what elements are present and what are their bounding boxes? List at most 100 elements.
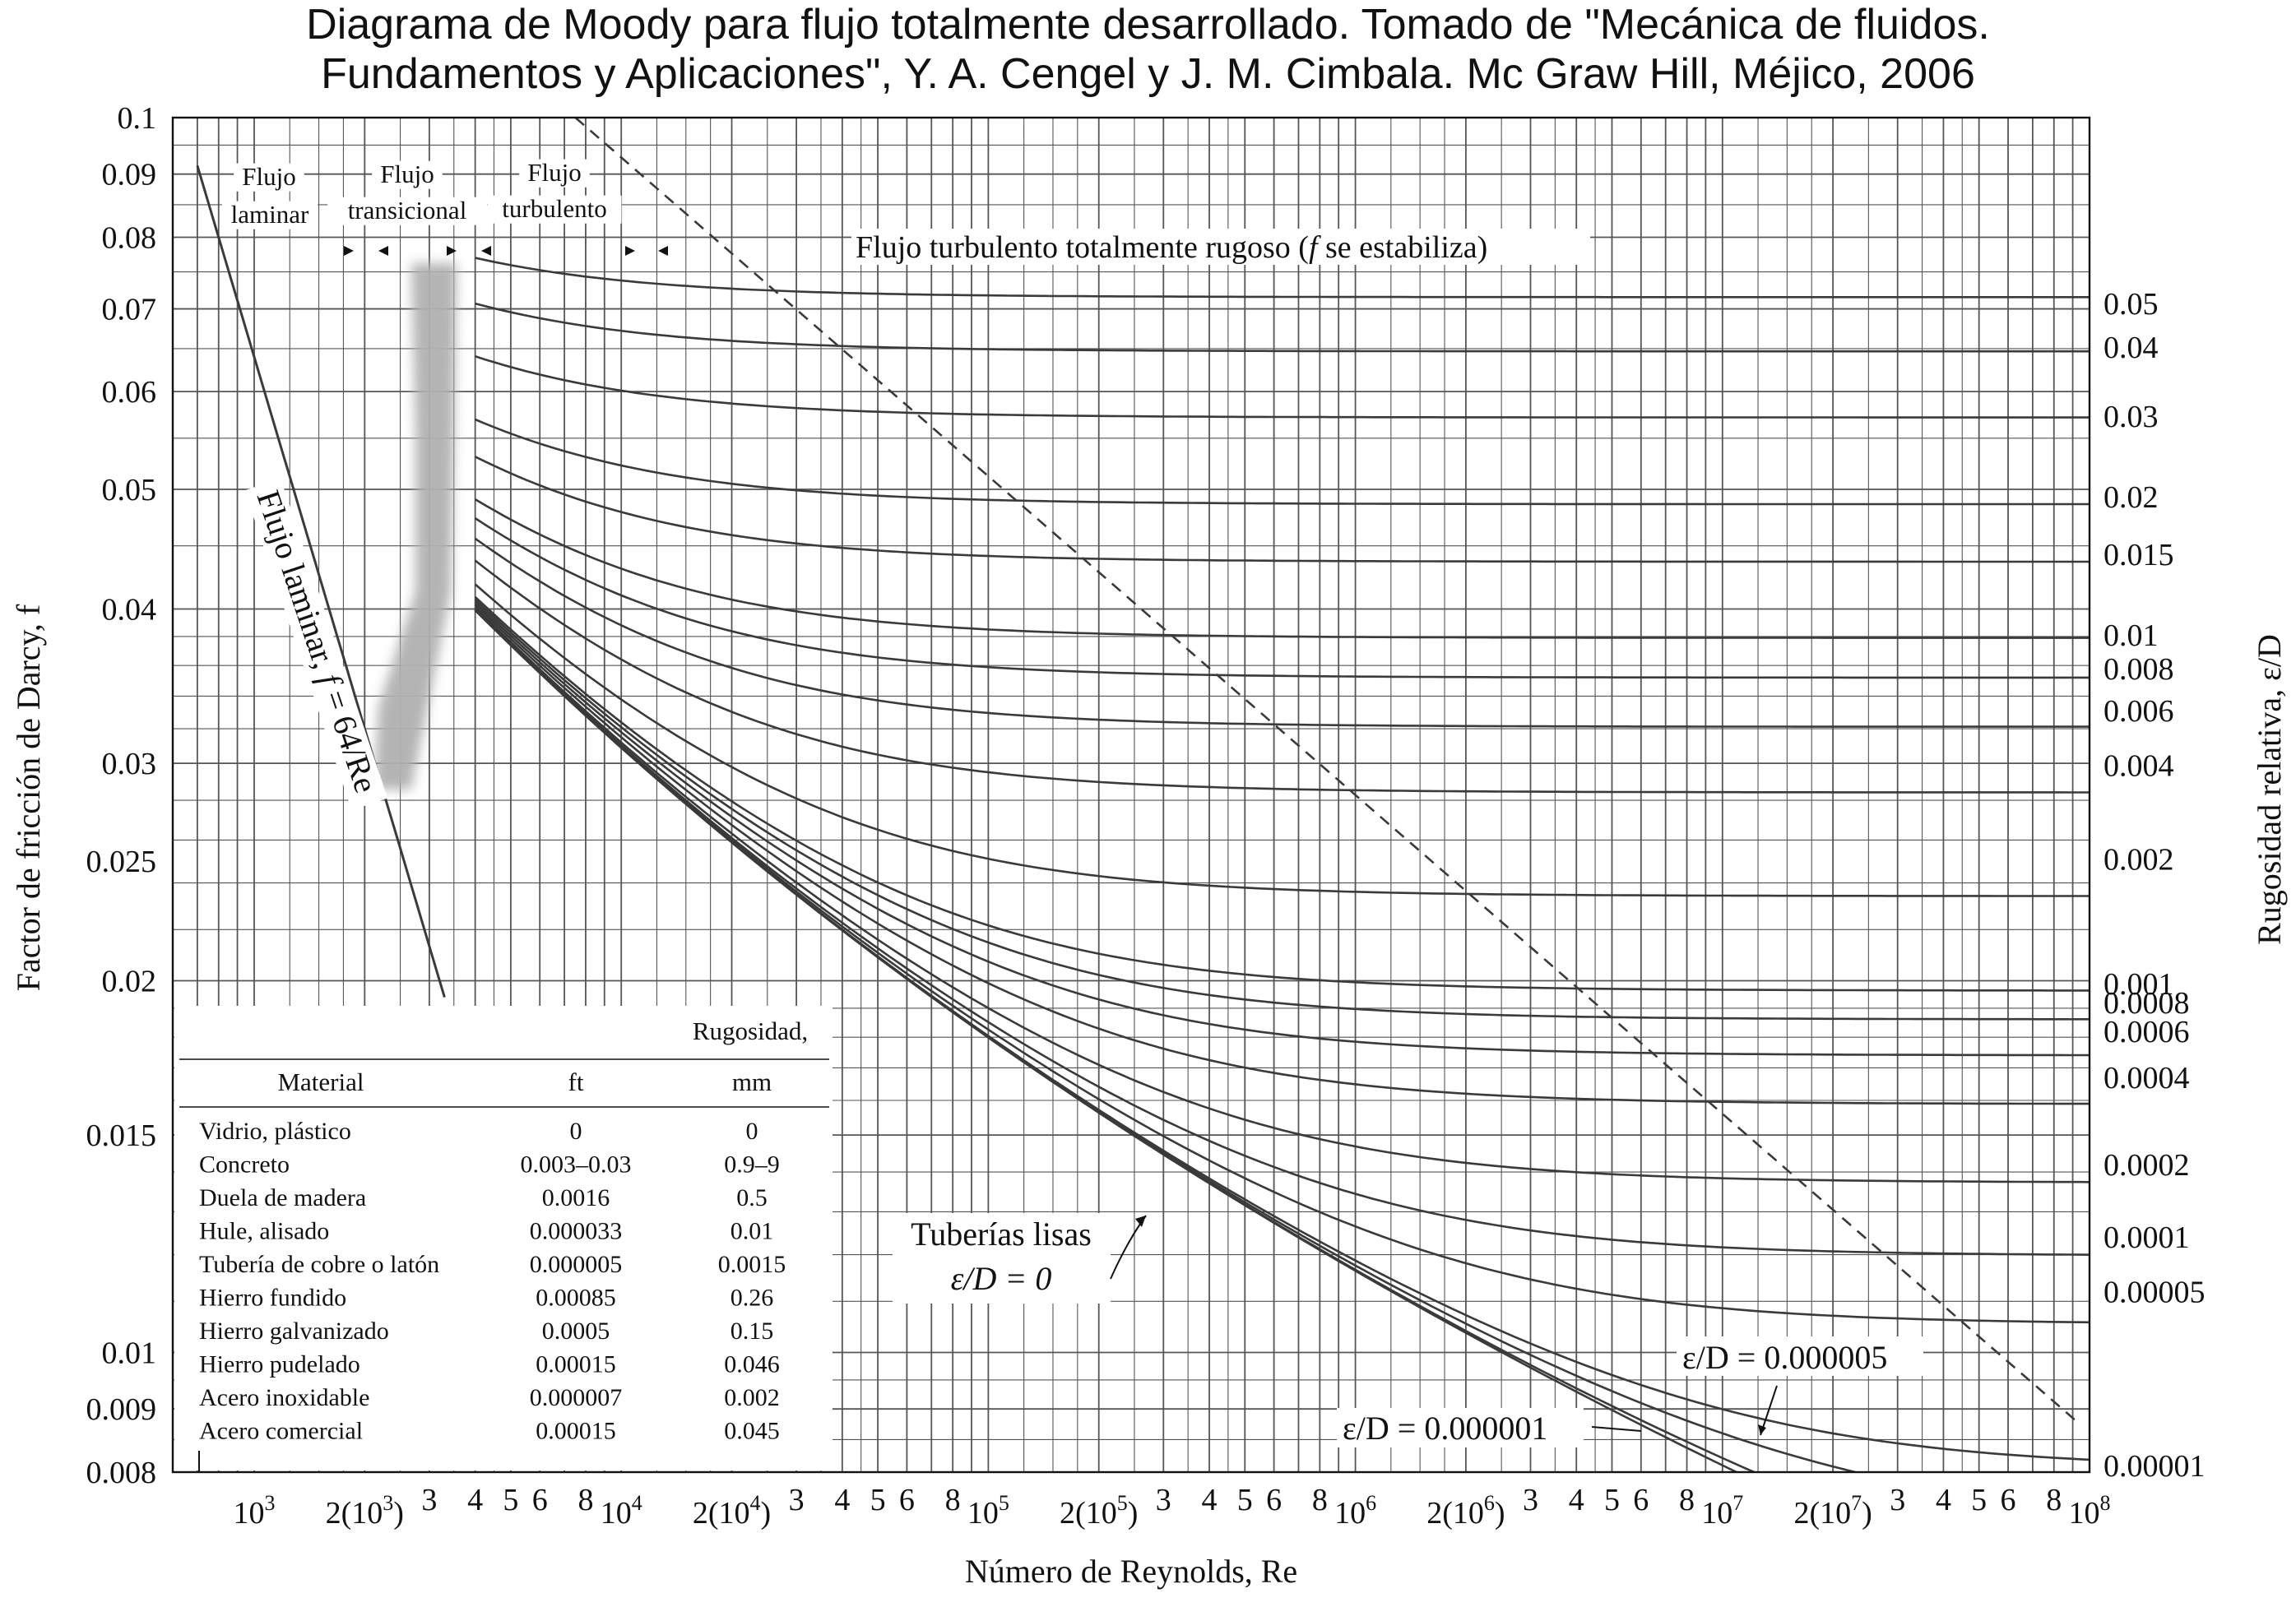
axis-ticks: 0.10.090.080.070.060.050.040.030.0250.02… xyxy=(10,101,2288,1590)
x-tick-label: 108 xyxy=(2069,1491,2111,1531)
smooth-pipes-label-bg xyxy=(893,1213,1111,1304)
right-axis-roughness-label: 0.00005 xyxy=(2104,1276,2206,1310)
table-header-ft: ft xyxy=(568,1067,584,1096)
roughness-curve-0_0001 xyxy=(474,608,2090,1256)
table-cell-mm: 0.15 xyxy=(731,1318,774,1345)
roughness-curve-0_00005 xyxy=(474,609,2090,1324)
x-tick-label: 2(105) xyxy=(1060,1491,1138,1531)
region-label-laminar-2: laminar xyxy=(231,200,309,229)
plot-border xyxy=(171,116,2091,1474)
curves xyxy=(196,118,2090,1472)
region-boundary-arrow xyxy=(344,246,354,256)
fully-rough-label-bg xyxy=(851,229,1590,265)
x-tick-label: 3 xyxy=(1890,1483,1905,1517)
y-tick-label: 0.05 xyxy=(102,473,157,507)
y-tick-label: 0.025 xyxy=(86,845,157,879)
laminar-line-label-group: Flujo laminar, f = 64/Re xyxy=(244,478,388,811)
right-axis-roughness-label: 0.002 xyxy=(2104,842,2174,877)
y2-axis-title: Rugosidad relativa, ε/D xyxy=(2251,634,2288,945)
x-tick-label: 5 xyxy=(1237,1483,1253,1517)
eps-000005-arrowhead xyxy=(1758,1424,1766,1435)
y-tick-label: 0.008 xyxy=(86,1456,157,1490)
right-axis-roughness-label: 0.02 xyxy=(2104,480,2159,515)
region-label-laminar-1-bg xyxy=(234,163,304,192)
y-tick-label: 0.04 xyxy=(102,593,157,628)
roughness-curve-0_002 xyxy=(474,583,2090,897)
table-cell-mm: 0.01 xyxy=(731,1218,774,1245)
x-tick-label: 2(107) xyxy=(1793,1491,1872,1531)
table-cell-mm: 0.26 xyxy=(731,1285,774,1312)
transition-shading xyxy=(374,263,457,790)
region-boundary-arrow xyxy=(658,246,668,256)
table-cell-mm: 0 xyxy=(746,1118,758,1145)
table-cell-ft: 0.00085 xyxy=(536,1285,616,1312)
table-background xyxy=(174,1006,833,1470)
roughness-curve-0_03 xyxy=(475,354,2090,419)
right-axis-roughness-label: 0.0004 xyxy=(2104,1061,2190,1095)
region-label-turbulent-2: turbulento xyxy=(502,194,606,223)
table-cell-material: Acero comercial xyxy=(199,1418,363,1445)
table-cell-mm: 0.046 xyxy=(724,1351,780,1378)
x-tick-label: 106 xyxy=(1334,1491,1376,1531)
table-cell-mm: 0.045 xyxy=(724,1418,780,1445)
x-tick-label: 6 xyxy=(532,1483,548,1517)
y-tick-label: 0.015 xyxy=(86,1118,157,1153)
region-boundary-arrow xyxy=(625,246,635,256)
table-cell-ft: 0.003–0.03 xyxy=(521,1151,632,1179)
roughness-curve-0_0008 xyxy=(474,599,2090,1021)
table-cell-material: Concreto xyxy=(199,1151,290,1179)
right-axis-roughness-label: 0.0002 xyxy=(2104,1148,2190,1183)
x-tick-label: 4 xyxy=(1569,1483,1584,1517)
y-tick-label: 0.03 xyxy=(102,747,157,781)
right-axis-roughness-label: 0.004 xyxy=(2104,748,2174,783)
table-cell-mm: 0.002 xyxy=(724,1384,780,1411)
transition-band xyxy=(374,263,457,790)
roughness-curve-0_01 xyxy=(474,498,2090,639)
region-boundary-arrow xyxy=(481,246,491,256)
region-boundary-arrow xyxy=(378,246,388,256)
x-tick-label: 4 xyxy=(1202,1483,1218,1517)
table-cell-material: Acero inoxidable xyxy=(199,1384,369,1411)
table-cell-ft: 0.0005 xyxy=(542,1318,610,1345)
right-axis-roughness-label: 0.01 xyxy=(2104,618,2159,653)
y-tick-label: 0.009 xyxy=(86,1392,157,1427)
right-axis-roughness-label: 0.0001 xyxy=(2104,1220,2190,1255)
y-tick-label: 0.08 xyxy=(102,221,157,256)
x-tick-label: 6 xyxy=(899,1483,915,1517)
x-tick-label: 105 xyxy=(967,1491,1009,1531)
laminar-line-label-bg xyxy=(244,478,388,811)
x-tick-label: 2(106) xyxy=(1426,1491,1505,1531)
table-cell-material: Duela de madera xyxy=(199,1184,366,1211)
eps-000005-label: ε/D = 0.000005 xyxy=(1682,1339,1887,1376)
x-axis-title: Número de Reynolds, Re xyxy=(965,1553,1297,1590)
smooth-pipes-eps-label: ε/D = 0 xyxy=(951,1260,1052,1297)
table-cell-ft: 0.000005 xyxy=(530,1251,623,1278)
table-cell-material: Vidrio, plástico xyxy=(199,1118,351,1145)
x-tick-label: 6 xyxy=(1266,1483,1282,1517)
eps-000001-label: ε/D = 0.000001 xyxy=(1343,1410,1547,1447)
x-tick-label: 8 xyxy=(1679,1483,1695,1517)
table-cell-material: Hierro galvanizado xyxy=(199,1318,389,1345)
x-tick-label: 5 xyxy=(1971,1483,1987,1517)
y-tick-label: 0.1 xyxy=(118,101,157,136)
fully-rough-label: Flujo turbulento totalmente rugoso (f se… xyxy=(856,230,1487,265)
eps-000005-label-bg xyxy=(1677,1336,1923,1376)
region-label-laminar-1: Flujo xyxy=(242,162,295,191)
roughness-curve-0_05 xyxy=(475,257,2090,299)
chart-title-line-1: Diagrama de Moody para flujo totalmente … xyxy=(306,1,1990,49)
y-tick-label: 0.09 xyxy=(102,158,157,192)
right-axis-roughness-label: 0.03 xyxy=(2104,400,2159,434)
x-tick-label: 4 xyxy=(834,1483,850,1517)
x-tick-label: 8 xyxy=(577,1483,593,1517)
smooth-pipes-arrowhead xyxy=(1135,1216,1146,1227)
x-tick-label: 3 xyxy=(1523,1483,1538,1517)
x-tick-label: 5 xyxy=(503,1483,518,1517)
region-label-laminar-2-bg xyxy=(221,201,318,229)
right-axis-roughness-label: 0.001 xyxy=(2104,967,2174,1002)
roughness-curve-0_001 xyxy=(474,595,2090,992)
eps-000001-arrow xyxy=(1591,1426,1642,1432)
y-tick-label: 0.07 xyxy=(102,293,157,327)
x-tick-label: 4 xyxy=(467,1483,483,1517)
x-tick-label: 4 xyxy=(1936,1483,1951,1517)
laminar-line xyxy=(196,164,446,998)
